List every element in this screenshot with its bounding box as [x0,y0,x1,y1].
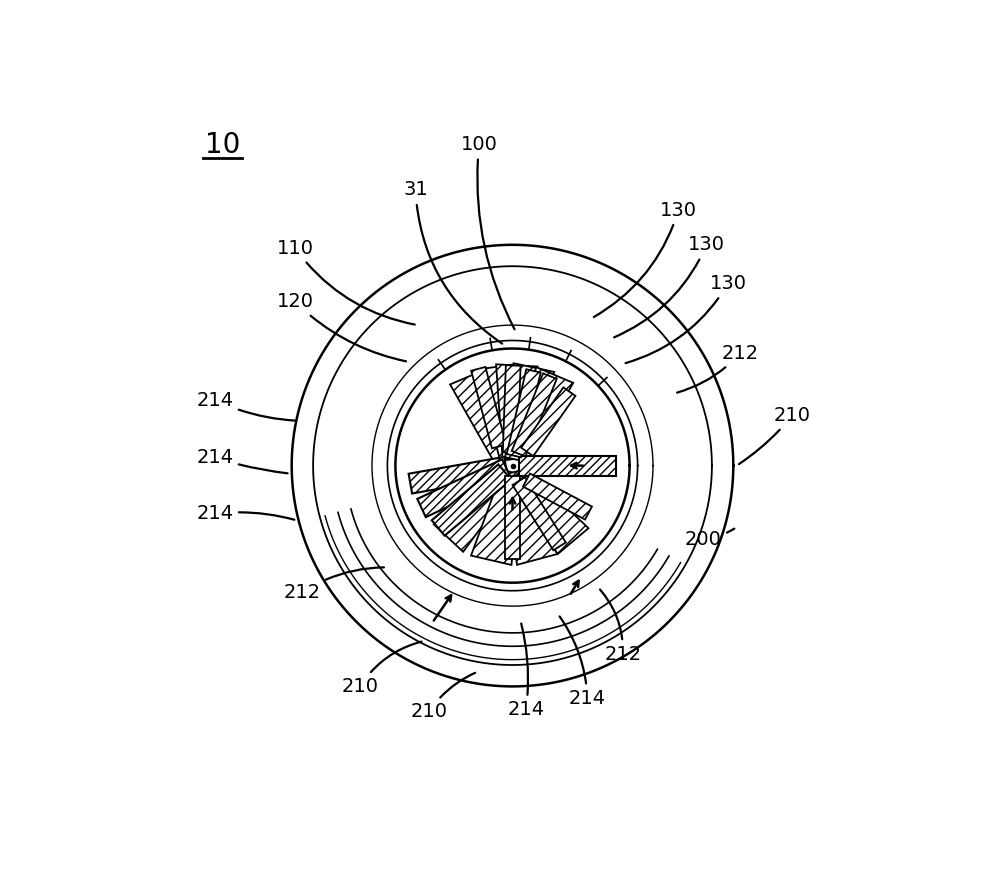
Polygon shape [409,457,508,494]
Polygon shape [434,468,515,552]
Text: 130: 130 [614,235,725,337]
Polygon shape [510,468,589,554]
Polygon shape [507,369,541,457]
Polygon shape [505,363,554,461]
Text: 210: 210 [739,406,811,464]
Text: 110: 110 [277,239,415,325]
Text: 10: 10 [205,131,240,159]
Text: 210: 210 [410,673,475,721]
Text: 210: 210 [341,641,421,696]
Text: 214: 214 [560,616,606,708]
Text: 130: 130 [626,274,746,363]
Text: 214: 214 [196,504,294,523]
Text: 200: 200 [685,528,734,548]
Text: 214: 214 [507,624,544,720]
Polygon shape [417,460,511,517]
Polygon shape [432,464,511,535]
Polygon shape [512,374,557,456]
Polygon shape [471,470,521,565]
Polygon shape [519,455,616,475]
Text: 212: 212 [283,567,384,602]
Text: 214: 214 [196,390,296,421]
Polygon shape [450,368,512,461]
Text: 212: 212 [677,344,759,393]
Text: 212: 212 [600,589,641,664]
Polygon shape [476,364,519,461]
Polygon shape [523,474,592,520]
Polygon shape [503,365,521,453]
Text: 130: 130 [594,201,697,317]
Polygon shape [513,477,566,550]
Text: 214: 214 [196,448,288,474]
Polygon shape [505,470,557,565]
Text: 100: 100 [461,135,515,329]
Text: 31: 31 [403,181,502,343]
Polygon shape [496,364,538,460]
Text: 120: 120 [277,292,406,362]
Polygon shape [505,475,520,560]
Polygon shape [521,388,575,456]
Polygon shape [512,367,573,459]
Polygon shape [471,367,506,448]
